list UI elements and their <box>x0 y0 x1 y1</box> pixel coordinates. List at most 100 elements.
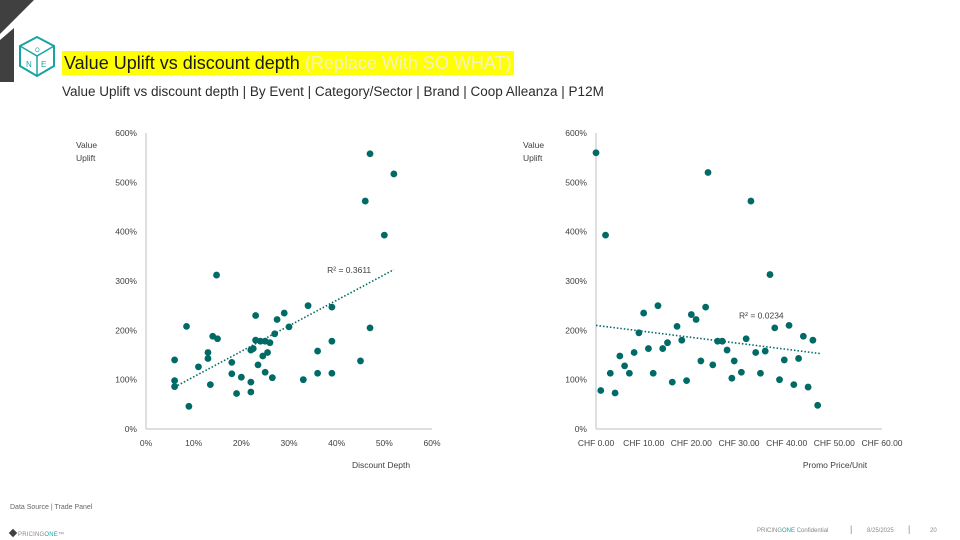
data-point <box>692 316 700 323</box>
data-point <box>630 349 638 356</box>
data-point <box>766 271 774 278</box>
brand-mark: ™ <box>58 532 65 538</box>
data-point <box>709 361 717 369</box>
data-point <box>171 377 179 385</box>
data-point <box>795 355 802 362</box>
data-point <box>249 345 257 352</box>
logo-shape-left <box>0 28 14 82</box>
data-point <box>752 349 760 356</box>
data-point <box>183 322 190 330</box>
data-point <box>228 359 236 366</box>
y-tick-label: 100% <box>565 375 587 385</box>
x-tick-label: CHF 50.00 <box>814 438 855 448</box>
data-point <box>645 345 652 352</box>
data-point <box>761 347 769 355</box>
r-squared-label: R² = 0.0234 <box>739 310 784 320</box>
data-point <box>742 335 750 343</box>
data-point <box>171 356 179 364</box>
data-point <box>328 337 336 345</box>
data-point <box>809 336 817 344</box>
title-text: Value Uplift vs discount depth <box>64 53 300 73</box>
x-tick-label: CHF 30.00 <box>718 438 759 448</box>
x-tick-label: CHF 10.00 <box>623 438 664 448</box>
brand-prefix: PRICING <box>18 532 45 538</box>
confidential-label: PRICINGONE Confidential <box>757 528 828 534</box>
x-tick-label: 40% <box>328 438 345 448</box>
data-source-note: Data Source | Trade Panel <box>10 504 93 511</box>
y-axis-title: Value <box>76 140 97 150</box>
x-tick-label: 0% <box>140 438 153 448</box>
footer-separator: | <box>908 524 911 534</box>
data-point <box>214 335 221 343</box>
logo-letter-e: E <box>41 60 46 69</box>
x-axis-title: Discount Depth <box>352 460 410 470</box>
data-point <box>328 369 336 377</box>
data-point <box>737 368 745 376</box>
data-point <box>285 323 293 331</box>
data-point <box>195 363 202 371</box>
data-point <box>328 303 336 311</box>
x-tick-label: 50% <box>376 438 393 448</box>
data-point <box>366 150 374 158</box>
logo-letter-n: N <box>26 60 32 69</box>
data-point <box>804 383 812 391</box>
data-point <box>264 349 271 356</box>
data-point <box>723 346 731 354</box>
footer-date: 8/25/2025 <box>867 528 894 534</box>
conf-suffix: Confidential <box>795 528 829 534</box>
data-point <box>268 374 276 382</box>
data-point <box>304 302 312 310</box>
data-point <box>597 387 605 394</box>
pricingone-logo: O N E <box>0 0 55 82</box>
y-tick-label: 600% <box>565 128 587 138</box>
data-point <box>299 376 307 384</box>
y-tick-label: 300% <box>565 276 587 286</box>
data-point <box>730 357 738 365</box>
y-tick-label: 500% <box>565 177 587 187</box>
data-point <box>649 369 657 377</box>
conf-prefix: PRICING <box>757 528 783 534</box>
data-point <box>314 347 321 355</box>
y-axis-title: Value <box>523 140 544 150</box>
x-tick-label: CHF 0.00 <box>578 438 615 448</box>
data-point <box>668 378 676 386</box>
y-tick-label: 200% <box>565 325 587 335</box>
data-point <box>776 376 783 384</box>
x-tick-label: CHF 60.00 <box>861 438 902 448</box>
data-point <box>611 389 619 397</box>
data-point <box>654 302 662 310</box>
data-point <box>592 149 600 157</box>
x-tick-label: CHF 20.00 <box>671 438 712 448</box>
data-point <box>237 373 245 381</box>
data-point <box>790 381 798 388</box>
data-point <box>640 309 648 317</box>
trendline <box>595 324 821 355</box>
x-tick-label: 10% <box>185 438 202 448</box>
y-tick-label: 300% <box>115 276 137 286</box>
x-tick-label: 30% <box>280 438 297 448</box>
x-tick-label: 60% <box>423 438 440 448</box>
data-point <box>247 378 255 386</box>
title-note: (Replace With SO WHAT) <box>304 53 512 73</box>
y-tick-label: 400% <box>565 227 587 237</box>
brand-suffix: ONE <box>44 532 59 538</box>
page-title: Value Uplift vs discount depth (Replace … <box>62 51 514 75</box>
data-point <box>757 369 764 377</box>
data-point <box>625 369 633 377</box>
data-point <box>390 170 398 178</box>
y-axis-title: Uplift <box>76 153 96 163</box>
data-point <box>233 390 240 397</box>
data-point <box>704 169 712 176</box>
y-tick-label: 600% <box>115 128 137 138</box>
data-point <box>602 231 609 239</box>
data-point <box>206 381 214 388</box>
data-point <box>616 352 624 360</box>
y-tick-label: 0% <box>575 424 588 434</box>
footer-brand: PRICINGONE™ <box>8 528 65 538</box>
data-point <box>635 329 643 337</box>
x-axis-title: Promo Price/Unit <box>803 460 868 470</box>
y-tick-label: 0% <box>125 424 138 434</box>
x-tick-label: 20% <box>233 438 250 448</box>
data-point <box>366 324 374 332</box>
